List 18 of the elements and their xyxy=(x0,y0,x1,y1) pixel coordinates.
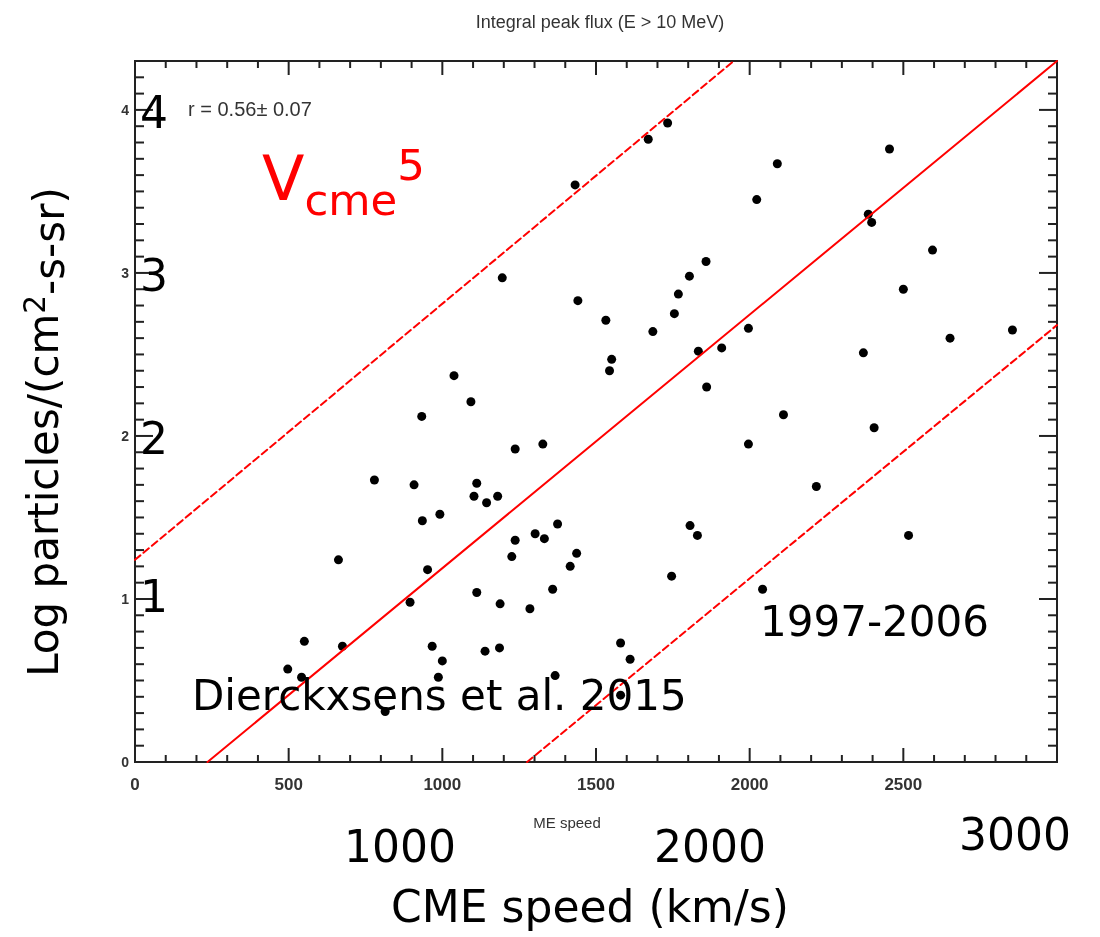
y-tick-label: 0 xyxy=(121,754,130,770)
y-tick-label: 4 xyxy=(121,101,130,118)
y-tick-label: 2 xyxy=(121,427,130,444)
x-tick-label: 500 xyxy=(274,775,303,794)
x-tick-label: 2500 xyxy=(884,775,923,794)
text: 2000 xyxy=(654,821,766,872)
text: ME speed xyxy=(533,814,601,831)
x-tick-label: 1000 xyxy=(423,775,462,794)
annotation: 1997-2006 xyxy=(760,597,989,646)
y-tick-label: 3 xyxy=(121,264,130,281)
annotation: r = 0.56± 0.07 xyxy=(188,98,312,120)
y-tick-label: 1 xyxy=(121,590,130,607)
text: 3000 xyxy=(959,809,1071,860)
x-tick-label: 1500 xyxy=(577,775,615,794)
chart-title: Integral peak flux (E > 10 MeV) xyxy=(475,12,725,32)
x-tick-label: 2000 xyxy=(730,775,769,794)
x-axis-title: CME speed (km/s) xyxy=(391,881,789,932)
text: 1000 xyxy=(344,821,456,872)
